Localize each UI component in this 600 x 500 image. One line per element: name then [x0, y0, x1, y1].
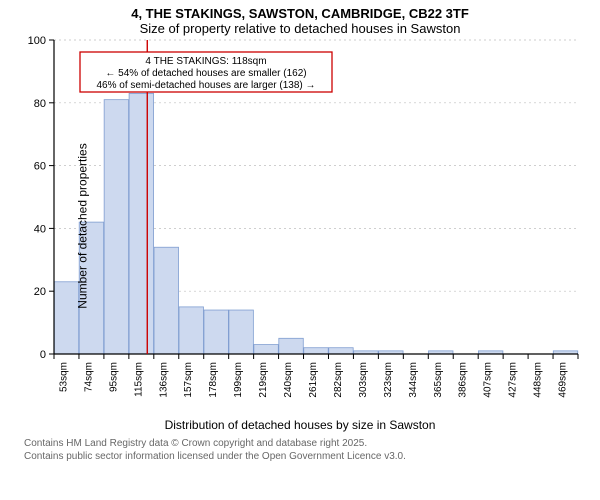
svg-text:386sqm: 386sqm [458, 362, 469, 398]
svg-text:427sqm: 427sqm [508, 362, 519, 398]
y-axis-label: Number of detached properties [76, 143, 90, 308]
svg-text:20: 20 [34, 286, 46, 298]
svg-text:4 THE STAKINGS: 118sqm: 4 THE STAKINGS: 118sqm [145, 56, 266, 67]
svg-text:365sqm: 365sqm [433, 362, 444, 398]
svg-text:60: 60 [34, 161, 46, 173]
svg-text:469sqm: 469sqm [558, 362, 569, 398]
svg-text:80: 80 [34, 98, 46, 110]
svg-text:199sqm: 199sqm [233, 362, 244, 398]
chart-title-line2: Size of property relative to detached ho… [0, 21, 600, 36]
svg-text:100: 100 [28, 36, 46, 47]
svg-text:40: 40 [34, 223, 46, 235]
svg-text:74sqm: 74sqm [83, 362, 94, 392]
svg-text:448sqm: 448sqm [533, 362, 544, 398]
x-axis-label: Distribution of detached houses by size … [0, 418, 600, 432]
svg-text:282sqm: 282sqm [333, 362, 344, 398]
svg-text:303sqm: 303sqm [358, 362, 369, 398]
svg-text:240sqm: 240sqm [283, 362, 294, 398]
svg-text:95sqm: 95sqm [108, 362, 119, 392]
footer-line1: Contains HM Land Registry data © Crown c… [24, 438, 592, 451]
svg-text:407sqm: 407sqm [483, 362, 494, 398]
svg-text:← 54% of detached houses are s: ← 54% of detached houses are smaller (16… [105, 68, 306, 79]
svg-text:157sqm: 157sqm [183, 362, 194, 398]
svg-text:178sqm: 178sqm [208, 362, 219, 398]
svg-text:53sqm: 53sqm [58, 362, 69, 392]
svg-text:46% of semi-detached houses ar: 46% of semi-detached houses are larger (… [96, 80, 315, 91]
svg-text:0: 0 [40, 349, 46, 361]
chart-title-line1: 4, THE STAKINGS, SAWSTON, CAMBRIDGE, CB2… [0, 6, 600, 21]
footer-line2: Contains public sector information licen… [24, 451, 592, 464]
svg-text:115sqm: 115sqm [133, 362, 144, 397]
svg-text:344sqm: 344sqm [408, 362, 419, 398]
svg-text:219sqm: 219sqm [258, 362, 269, 398]
svg-text:261sqm: 261sqm [308, 362, 319, 398]
histogram-chart: 0 20 40 60 80 100 53sqm 74sqm 95sqm 115sqm 136sqm 1… [0, 36, 600, 416]
svg-text:136sqm: 136sqm [158, 362, 169, 398]
attribution-footer: Contains HM Land Registry data © Crown c… [0, 432, 600, 463]
svg-text:323sqm: 323sqm [383, 362, 394, 398]
